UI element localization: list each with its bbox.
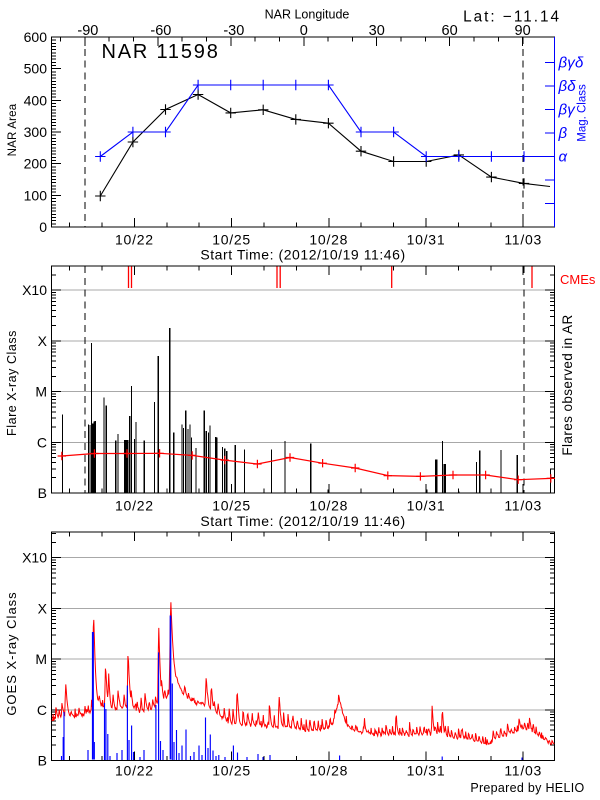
svg-text:C: C — [37, 434, 47, 450]
svg-text:10/28: 10/28 — [309, 763, 348, 779]
svg-text:30: 30 — [369, 23, 385, 39]
svg-text:NAR 11598: NAR 11598 — [102, 41, 220, 63]
svg-text:100: 100 — [24, 187, 48, 203]
svg-text:10/31: 10/31 — [407, 232, 446, 248]
svg-text:X: X — [38, 600, 48, 616]
svg-text:βγ: βγ — [558, 101, 577, 118]
svg-text:10/22: 10/22 — [115, 498, 154, 514]
svg-text:200: 200 — [24, 156, 48, 172]
svg-text:B: B — [38, 485, 47, 501]
svg-text:β: β — [558, 125, 568, 142]
svg-text:Flares observed in AR: Flares observed in AR — [560, 314, 575, 455]
svg-text:Prepared by HELIO: Prepared by HELIO — [470, 781, 584, 795]
svg-text:M: M — [35, 651, 47, 667]
svg-text:10/31: 10/31 — [407, 498, 446, 514]
svg-text:Flare X-ray Class: Flare X-ray Class — [5, 330, 19, 436]
svg-text:10/28: 10/28 — [309, 232, 348, 248]
svg-text:Start Time: (2012/10/19 11:46): Start Time: (2012/10/19 11:46) — [200, 513, 405, 529]
svg-text:10/25: 10/25 — [212, 763, 251, 779]
svg-text:NAR Area: NAR Area — [7, 103, 19, 156]
svg-text:X10: X10 — [22, 282, 47, 298]
svg-text:10/22: 10/22 — [115, 763, 154, 779]
svg-text:NAR Longitude: NAR Longitude — [265, 8, 350, 22]
svg-text:B: B — [38, 753, 47, 769]
svg-text:0: 0 — [300, 23, 308, 39]
svg-text:M: M — [35, 384, 47, 400]
svg-text:0: 0 — [39, 219, 47, 235]
svg-text:500: 500 — [24, 61, 48, 77]
svg-text:10/22: 10/22 — [115, 232, 154, 248]
svg-text:-60: -60 — [150, 23, 171, 39]
svg-text:X: X — [38, 333, 48, 349]
svg-text:βδ: βδ — [558, 78, 577, 95]
svg-text:400: 400 — [24, 92, 48, 108]
svg-text:Mag. Class: Mag. Class — [577, 84, 589, 142]
svg-text:CMEs: CMEs — [560, 272, 596, 287]
svg-text:60: 60 — [442, 23, 458, 39]
svg-text:10/25: 10/25 — [212, 498, 251, 514]
svg-text:-90: -90 — [77, 23, 98, 39]
svg-text:600: 600 — [24, 29, 48, 45]
svg-text:Lat: −11.14: Lat: −11.14 — [463, 9, 561, 26]
svg-text:90: 90 — [515, 23, 531, 39]
svg-text:300: 300 — [24, 124, 48, 140]
svg-text:C: C — [37, 702, 47, 718]
svg-text:GOES X-ray Class: GOES X-ray Class — [4, 591, 19, 715]
svg-text:11/03: 11/03 — [504, 763, 542, 779]
svg-text:10/28: 10/28 — [309, 498, 348, 514]
svg-text:11/03: 11/03 — [504, 232, 542, 248]
svg-text:11/03: 11/03 — [504, 498, 542, 514]
svg-text:X10: X10 — [22, 550, 47, 566]
svg-text:βγδ: βγδ — [558, 54, 584, 71]
svg-text:-30: -30 — [223, 23, 244, 39]
svg-text:α: α — [559, 148, 568, 165]
svg-text:Start Time: (2012/10/19 11:46): Start Time: (2012/10/19 11:46) — [200, 247, 405, 263]
svg-text:10/25: 10/25 — [212, 232, 251, 248]
svg-text:10/31: 10/31 — [407, 763, 446, 779]
